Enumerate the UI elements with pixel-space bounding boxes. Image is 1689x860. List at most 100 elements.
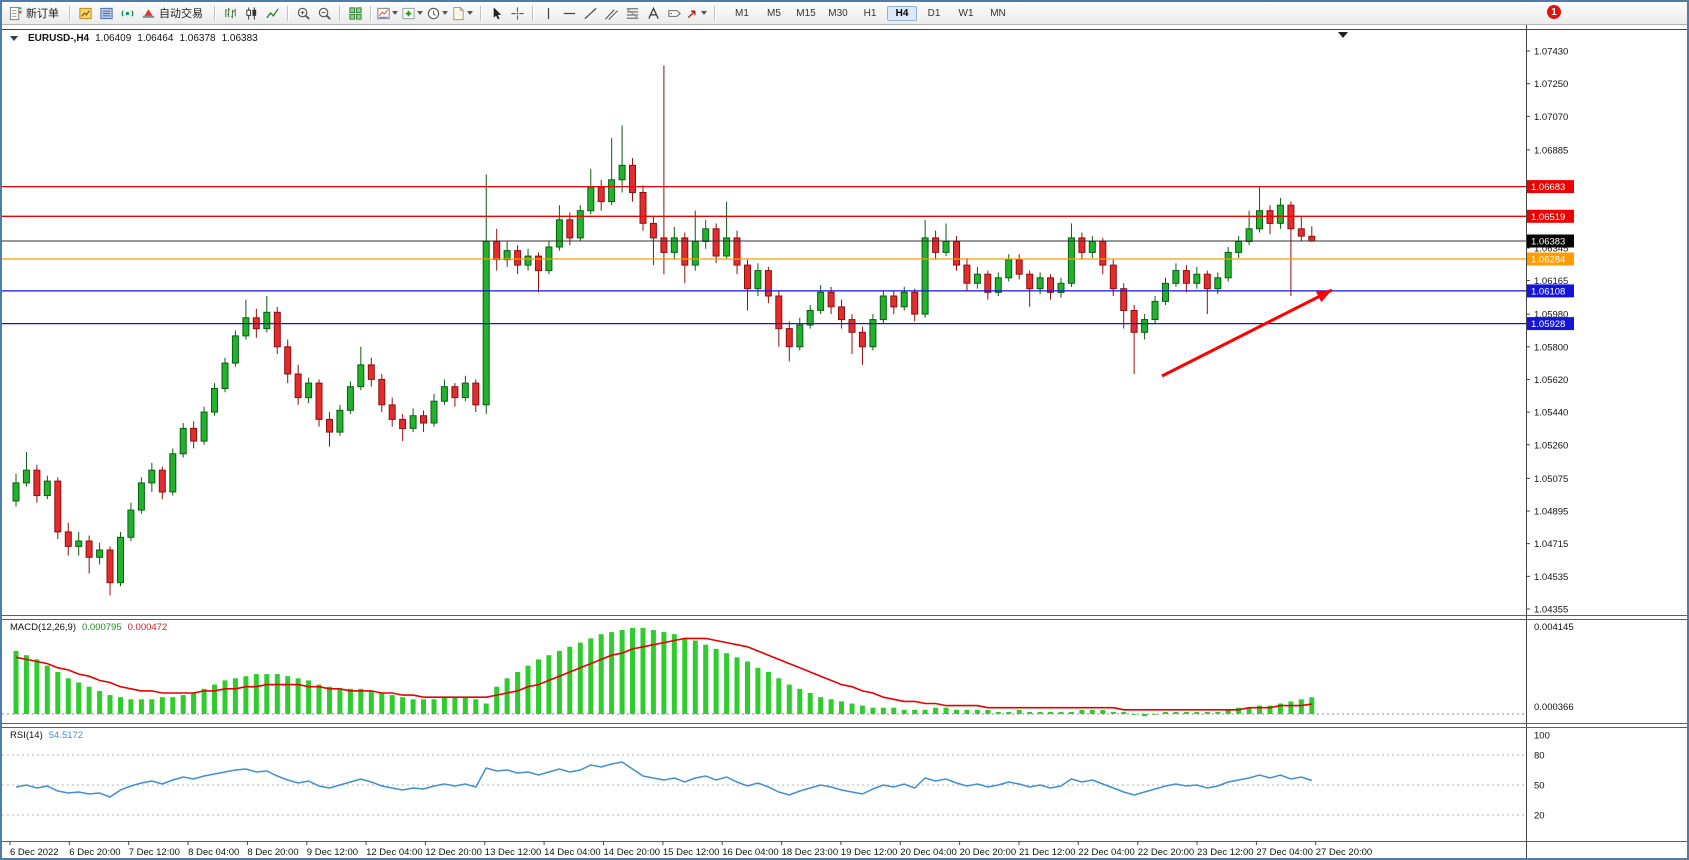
price-level-label: 1.06284: [1531, 255, 1565, 266]
add-indicator-button[interactable]: [401, 4, 425, 22]
time-tick-label: 21 Dec 12:00: [1019, 847, 1076, 858]
bar-chart-button[interactable]: [220, 4, 240, 22]
template-button[interactable]: [451, 4, 475, 22]
macd-histogram-bar: [347, 688, 353, 714]
macd-histogram-bar: [1163, 711, 1168, 714]
fibonacci-button[interactable]: [622, 4, 642, 22]
tile-windows-button[interactable]: [345, 4, 365, 22]
time-tick-label: 12 Dec 20:00: [425, 847, 482, 858]
macd-histogram-bar: [13, 651, 19, 714]
macd-histogram-bar: [128, 699, 134, 714]
macd-histogram-bar: [274, 674, 280, 714]
macd-histogram-bar: [306, 680, 312, 714]
time-tick-label: 27 Dec 04:00: [1256, 847, 1313, 858]
macd-axis-label: 0.000366: [1534, 702, 1574, 713]
zoom-out-icon: [317, 6, 332, 21]
rsi-axis-label: 80: [1534, 751, 1545, 762]
macd-histogram-bar: [1068, 711, 1074, 714]
macd-histogram-bar: [849, 703, 855, 714]
macd-histogram-bar: [1037, 711, 1043, 714]
macd-histogram-bar: [1246, 707, 1252, 714]
timeframe-h1[interactable]: H1: [863, 7, 877, 19]
timeframe-d1[interactable]: D1: [927, 7, 941, 19]
macd-histogram-bar: [504, 678, 510, 714]
text-button[interactable]: [643, 4, 663, 22]
macd-histogram-bar: [797, 688, 803, 714]
price-tick: 1.05980: [1534, 310, 1568, 321]
macd-histogram-bar: [1288, 701, 1294, 714]
macd-histogram-bar: [1152, 714, 1158, 715]
macd-histogram-bar: [389, 695, 395, 714]
timeframe-m15[interactable]: M15: [796, 7, 816, 19]
macd-histogram-bar: [807, 693, 813, 714]
add-indicator-icon: [401, 6, 416, 21]
horizontal-line-button[interactable]: [559, 4, 579, 22]
macd-histogram-bar: [713, 648, 719, 714]
bar-high-value: 1.06464: [137, 33, 174, 44]
new-order-button[interactable]: 新订单: [6, 4, 64, 22]
price-level-label: 1.05928: [1531, 319, 1565, 330]
price-tick: 1.06345: [1534, 243, 1568, 254]
line-chart-button[interactable]: [262, 4, 282, 22]
price-tick: 1.04535: [1534, 572, 1568, 583]
signals-button[interactable]: [117, 4, 137, 22]
macd-histogram-bar: [567, 646, 573, 714]
macd-histogram-bar: [191, 693, 197, 714]
symbol-period-label: EURUSD-,H4: [28, 33, 90, 44]
time-tick-label: 15 Dec 12:00: [663, 847, 720, 858]
trendline-icon: [583, 6, 598, 21]
label-icon: [667, 6, 682, 21]
auto-trading-button[interactable]: 自动交易: [138, 4, 209, 22]
shift-marker[interactable]: [1338, 32, 1348, 38]
data-window-button[interactable]: [96, 4, 116, 22]
macd-histogram-bar: [619, 630, 625, 714]
crosshair-button[interactable]: [507, 4, 527, 22]
macd-histogram-bar: [1204, 711, 1210, 714]
rsi-label: RSI(14) 54.5172: [10, 730, 83, 741]
zoom-in-button[interactable]: [293, 4, 313, 22]
cursor-button[interactable]: [486, 4, 506, 22]
market-watch-icon: [78, 6, 93, 21]
macd-histogram-bar: [180, 695, 186, 714]
notification-badge[interactable]: 1: [1547, 5, 1561, 19]
macd-histogram-bar: [212, 684, 217, 714]
macd-histogram-bar: [515, 672, 521, 714]
timeframe-m1[interactable]: M1: [735, 7, 749, 19]
price-tick: 1.05620: [1534, 375, 1568, 386]
macd-histogram-bar: [859, 705, 865, 714]
timeframe-mn[interactable]: MN: [990, 7, 1006, 19]
macd-histogram-bar: [786, 684, 792, 714]
period-button[interactable]: [426, 4, 450, 22]
channel-button[interactable]: [601, 4, 621, 22]
vertical-line-button[interactable]: [538, 4, 558, 22]
macd-histogram-bar: [201, 688, 207, 714]
macd-histogram-bar: [138, 699, 144, 714]
macd-histogram-bar: [818, 697, 824, 714]
indicators-button[interactable]: [376, 4, 400, 22]
macd-histogram-bar: [1236, 707, 1242, 714]
timeframe-m5[interactable]: M5: [767, 7, 781, 19]
macd-histogram-bar: [1006, 711, 1012, 714]
macd-histogram-bar: [839, 701, 844, 714]
timeframe-w1[interactable]: W1: [958, 7, 974, 19]
timeframe-m30[interactable]: M30: [828, 7, 848, 19]
rsi-axis-label: 100: [1534, 731, 1550, 742]
fibonacci-icon: [625, 6, 640, 21]
macd-histogram-bar: [1048, 711, 1053, 714]
macd-histogram-bar: [525, 665, 531, 714]
price-axis[interactable]: 1.07430 1.07250 1.07070 1.06885 1.06345 1.061…: [1526, 47, 1568, 616]
candlestick-chart-button[interactable]: [241, 4, 261, 22]
label-button[interactable]: [664, 4, 684, 22]
price-level-box: [1527, 284, 1574, 298]
trendline-button[interactable]: [580, 4, 600, 22]
zoom-out-button[interactable]: [314, 4, 334, 22]
time-axis[interactable]: 6 Dec 2022 6 Dec 20:00 7 Dec 12:00 8 Dec 04…: [9, 841, 1372, 859]
market-watch-button[interactable]: [75, 4, 95, 22]
arrows-button[interactable]: [685, 4, 709, 22]
timeframe-h4[interactable]: H4: [887, 5, 917, 21]
price-level-label: 1.06519: [1531, 212, 1565, 223]
trend-arrow[interactable]: [1161, 288, 1333, 378]
one-click-trading-toggle[interactable]: [10, 36, 18, 41]
macd-histogram-bar: [316, 684, 322, 714]
